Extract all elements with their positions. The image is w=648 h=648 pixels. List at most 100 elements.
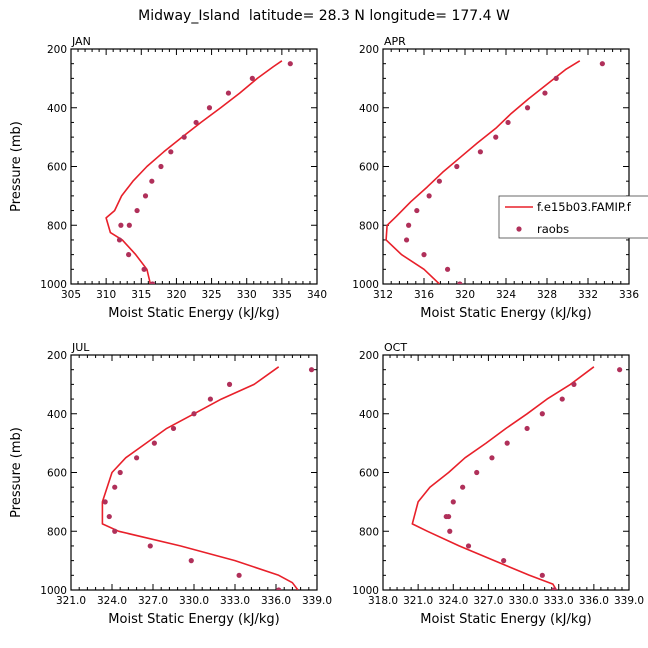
obs-point — [102, 499, 108, 505]
y-tick-label: 800 — [359, 220, 379, 232]
panel-label: JUL — [71, 341, 90, 354]
obs-point — [126, 222, 132, 228]
obs-point — [116, 237, 123, 243]
y-tick-label: 1000 — [40, 279, 67, 291]
plot-area — [101, 366, 315, 590]
x-tick-label: 305 — [61, 289, 81, 301]
x-tick-label: 321.0 — [403, 595, 433, 607]
panel-label: APR — [384, 35, 406, 48]
x-tick-label: 332 — [578, 289, 598, 301]
obs-point — [501, 558, 507, 564]
obs-point — [477, 149, 483, 155]
x-axis-label: Moist Static Energy (kJ/kg) — [420, 612, 591, 627]
obs-point — [308, 367, 315, 373]
obs-point — [447, 528, 453, 534]
x-axis-label: Moist Static Energy (kJ/kg) — [108, 612, 279, 627]
obs-point — [460, 484, 466, 490]
model-series-line — [411, 366, 595, 590]
obs-point — [505, 119, 511, 126]
y-tick-label: 600 — [359, 162, 379, 174]
obs-point — [454, 163, 460, 170]
legend-model-label: f.e15b03.FAMIP.f — [537, 200, 632, 214]
obs-point — [504, 440, 510, 446]
obs-point — [149, 281, 156, 284]
obs-point — [134, 455, 140, 461]
y-tick-label: 200 — [359, 350, 379, 362]
x-tick-label: 310 — [96, 289, 116, 301]
x-tick-label: 324.0 — [438, 595, 468, 607]
obs-point — [406, 222, 412, 228]
obs-point — [571, 381, 577, 387]
x-tick-label: 320 — [455, 289, 475, 301]
y-tick-label: 400 — [359, 409, 379, 421]
x-tick-label: 327.0 — [473, 595, 503, 607]
obs-point — [421, 252, 427, 258]
obs-point — [414, 207, 420, 214]
obs-point — [112, 528, 118, 534]
obs-point — [149, 178, 155, 184]
y-tick-label: 200 — [359, 44, 379, 56]
plot-area — [105, 60, 293, 284]
obs-point — [426, 193, 432, 199]
x-tick-label: 340 — [307, 289, 327, 301]
obs-point — [403, 237, 410, 243]
y-tick-label: 400 — [359, 103, 379, 115]
obs-point — [236, 572, 242, 578]
obs-point — [539, 572, 545, 578]
x-tick-label: 324.0 — [97, 595, 127, 607]
panel-apr: APR 312 316 320 324 328 332 336 200 400 600 800 1000… — [352, 35, 639, 321]
y-tick-label: 600 — [47, 468, 67, 480]
y-axis-label: Pressure (mb) — [9, 427, 24, 518]
x-tick-label: 321.0 — [56, 595, 86, 607]
obs-point — [276, 587, 282, 590]
x-tick-label: 328 — [537, 289, 557, 301]
y-tick-label: 1000 — [352, 279, 379, 291]
y-tick-label: 1000 — [40, 585, 67, 597]
obs-point — [117, 469, 123, 476]
legend: f.e15b03.FAMIP.f raobs — [498, 195, 648, 239]
obs-point — [207, 396, 213, 402]
x-tick-label: 339.0 — [614, 595, 644, 607]
obs-point — [168, 149, 174, 155]
plot-area — [385, 60, 605, 284]
x-axis-label: Moist Static Energy (kJ/kg) — [108, 306, 279, 321]
x-tick-label: 333.0 — [220, 595, 250, 607]
obs-point — [450, 499, 456, 505]
model-series-line — [101, 366, 299, 590]
obs-point — [147, 543, 153, 549]
obs-point — [170, 425, 177, 432]
panel-oct: OCT 318.0 321.0 324.0 327.0 330.0 333.0 336.0 33… — [352, 341, 644, 627]
x-tick-label: 325 — [202, 289, 222, 301]
obs-point — [134, 207, 140, 214]
obs-point — [542, 90, 548, 96]
obs-point — [444, 266, 451, 272]
x-tick-label: 318.0 — [368, 595, 398, 607]
panel-jul: JUL 321.0 324.0 327.0 330.0 333.0 336.0 339.0 20… — [9, 341, 332, 627]
y-tick-label: 400 — [47, 409, 67, 421]
obs-point — [193, 119, 199, 126]
obs-point — [188, 558, 194, 564]
obs-point — [142, 193, 149, 199]
obs-point — [158, 163, 164, 170]
obs-point — [225, 90, 232, 96]
obs-point — [151, 440, 157, 446]
obs-point — [489, 455, 495, 461]
y-tick-label: 600 — [359, 468, 379, 480]
obs-point — [493, 134, 499, 140]
obs-point — [465, 543, 472, 549]
legend-obs-label: raobs — [537, 222, 569, 236]
obs-point — [226, 381, 233, 387]
obs-point — [118, 222, 124, 228]
y-tick-label: 600 — [47, 162, 67, 174]
obs-point — [524, 105, 531, 111]
panel-label: JAN — [71, 35, 91, 48]
y-tick-label: 1000 — [352, 585, 379, 597]
y-tick-label: 400 — [47, 103, 67, 115]
obs-point — [249, 75, 255, 81]
x-tick-label: 336.0 — [579, 595, 609, 607]
x-tick-label: 320 — [166, 289, 186, 301]
obs-point — [474, 469, 480, 476]
obs-point — [553, 75, 559, 81]
